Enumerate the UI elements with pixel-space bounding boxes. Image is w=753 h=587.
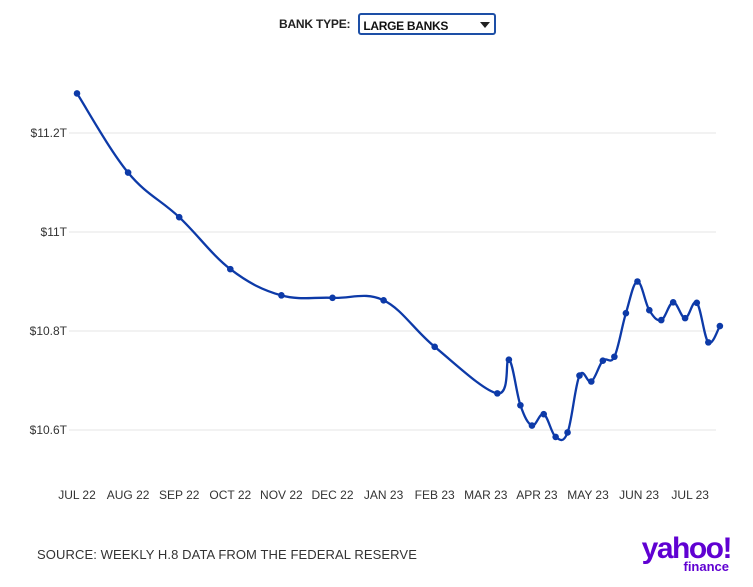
data-point (564, 429, 571, 436)
data-point (431, 343, 439, 351)
x-tick-label: AUG 22 (107, 488, 150, 502)
data-point (646, 306, 653, 314)
data-point (278, 292, 285, 299)
logo-sub-text: finance (683, 559, 729, 574)
x-tick-label: FEB 23 (415, 488, 455, 502)
data-point (540, 410, 548, 418)
chevron-down-icon (480, 22, 491, 28)
data-point (227, 265, 234, 273)
x-tick-label: SEP 22 (159, 488, 200, 502)
data-point (505, 356, 513, 364)
data-point (329, 294, 336, 302)
data-point (494, 390, 501, 397)
y-tick-label: $11T (41, 225, 68, 239)
data-point (517, 401, 524, 409)
bank-type-select[interactable]: LARGE BANKS (358, 13, 497, 35)
data-point (705, 339, 712, 346)
x-tick-label: APR 23 (516, 488, 558, 502)
x-tick-label: JUL 23 (671, 488, 709, 502)
series-line (75, 92, 722, 442)
y-tick-label: $10.6T (30, 423, 68, 437)
y-tick-label: $11.2T (31, 126, 68, 140)
chart-panel (12, 0, 741, 587)
data-point (716, 322, 724, 330)
data-point (681, 314, 689, 322)
data-point (611, 353, 618, 361)
x-tick-label: MAY 23 (567, 488, 609, 502)
x-tick-label: JUN 23 (619, 488, 659, 502)
source-note: SOURCE: WEEKLY H.8 DATA FROM THE FEDERAL… (37, 547, 417, 562)
data-point (634, 278, 641, 285)
yahoo-finance-logo: yahoo! finance (641, 532, 733, 574)
bank-type-label: BANK TYPE: (279, 17, 351, 31)
data-point (380, 297, 387, 304)
x-tick-label: MAR 23 (464, 488, 508, 502)
bank-type-selected-value: LARGE BANKS (363, 19, 449, 33)
data-point (175, 213, 183, 221)
data-point (552, 433, 559, 441)
y-tick-label: $10.8T (30, 324, 68, 338)
x-tick-label: OCT 22 (209, 488, 251, 502)
x-tick-label: NOV 22 (260, 488, 303, 502)
bank-type-filter: BANK TYPE: LARGE BANKS (279, 11, 497, 37)
data-point (73, 90, 81, 97)
data-point (528, 422, 536, 429)
data-point (693, 299, 701, 307)
x-tick-label: JAN 23 (364, 488, 404, 502)
x-tick-label: JUL 22 (58, 488, 96, 502)
data-point (622, 309, 630, 317)
data-point (124, 169, 132, 176)
data-point (657, 316, 665, 324)
data-point (576, 372, 583, 379)
logo-main-text: yahoo! (641, 532, 733, 565)
x-tick-label: DEC 22 (311, 488, 353, 502)
data-point (599, 357, 607, 365)
data-point (669, 298, 677, 306)
data-point (587, 378, 595, 385)
